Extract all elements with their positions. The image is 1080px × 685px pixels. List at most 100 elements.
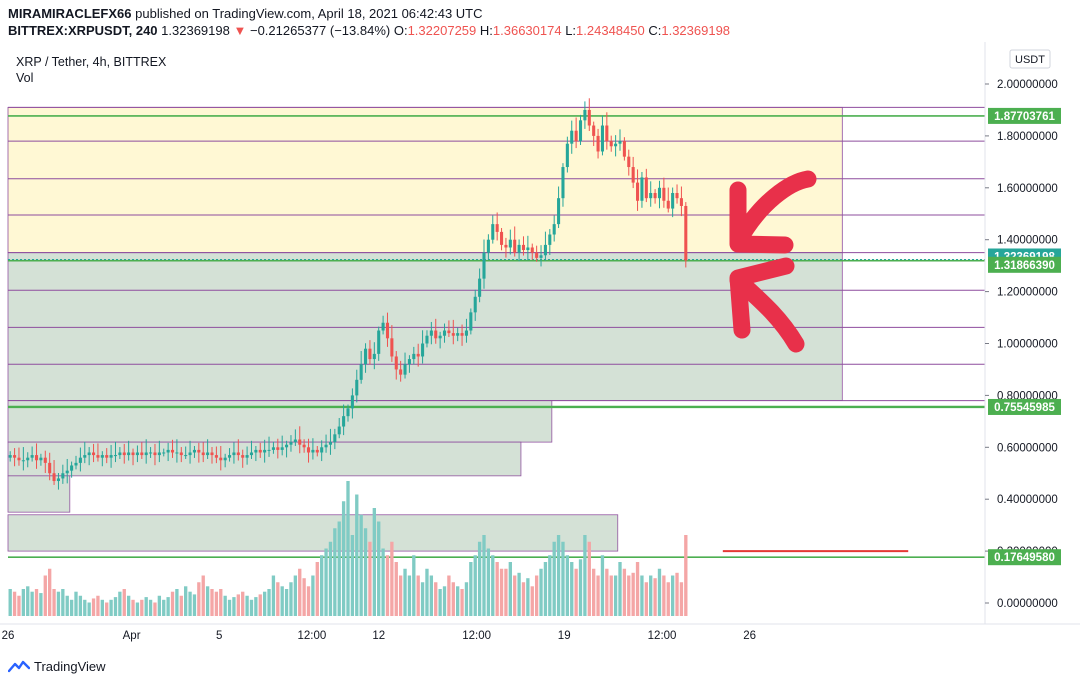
candle-body[interactable]: [587, 109, 591, 126]
candle-body[interactable]: [429, 330, 433, 336]
candle-body[interactable]: [614, 143, 618, 147]
candle-body[interactable]: [118, 452, 122, 456]
candle-body[interactable]: [372, 353, 376, 360]
candle-body[interactable]: [530, 247, 534, 253]
candle-body[interactable]: [407, 359, 411, 365]
candle-body[interactable]: [74, 462, 78, 466]
candle-body[interactable]: [543, 244, 547, 256]
price-marker[interactable]: [988, 398, 1061, 415]
candle-body[interactable]: [149, 452, 153, 454]
candle-body[interactable]: [368, 348, 372, 360]
price-marker[interactable]: [988, 107, 1061, 124]
candle-body[interactable]: [43, 457, 47, 463]
chart-frame[interactable]: 0.000000000.200000000.400000000.60000000…: [0, 42, 1080, 652]
currency-button[interactable]: USDT: [1009, 49, 1051, 69]
candle-body[interactable]: [179, 452, 183, 456]
candle-body[interactable]: [140, 452, 144, 456]
candle-body[interactable]: [34, 455, 39, 461]
candle-body[interactable]: [460, 333, 464, 336]
candle-body[interactable]: [385, 322, 390, 339]
candle-body[interactable]: [87, 452, 91, 456]
candle-body[interactable]: [478, 278, 482, 297]
candle-body[interactable]: [17, 457, 21, 461]
author-name[interactable]: MIRAMIRACLEFX66: [8, 6, 132, 21]
candle-body[interactable]: [539, 255, 543, 258]
candle-body[interactable]: [495, 224, 499, 232]
candle-body[interactable]: [456, 333, 460, 336]
candle-body[interactable]: [153, 452, 157, 456]
candle-body[interactable]: [320, 447, 324, 453]
candle-body[interactable]: [675, 192, 679, 199]
candle-body[interactable]: [521, 244, 526, 251]
candle-body[interactable]: [631, 167, 635, 183]
candle-body[interactable]: [684, 205, 688, 261]
candle-body[interactable]: [48, 462, 52, 474]
candle-body[interactable]: [192, 449, 196, 453]
candle-body[interactable]: [122, 452, 126, 456]
candle-body[interactable]: [486, 239, 490, 253]
candle-body[interactable]: [21, 460, 25, 462]
candle-body[interactable]: [293, 439, 297, 443]
candle-body[interactable]: [201, 452, 205, 456]
candle-body[interactable]: [679, 198, 683, 206]
candle-body[interactable]: [298, 439, 302, 445]
candle-body[interactable]: [491, 224, 495, 240]
candle-body[interactable]: [337, 426, 341, 435]
candle-body[interactable]: [8, 455, 12, 458]
candle-body[interactable]: [390, 338, 394, 357]
candle-body[interactable]: [403, 364, 407, 375]
candle-body[interactable]: [346, 408, 350, 417]
candle-body[interactable]: [245, 455, 249, 458]
candle-body[interactable]: [359, 364, 363, 380]
candle-body[interactable]: [565, 143, 569, 168]
candle-body[interactable]: [508, 239, 512, 248]
candle-body[interactable]: [434, 330, 438, 339]
candle-body[interactable]: [249, 452, 254, 456]
candle-body[interactable]: [416, 353, 420, 357]
candle-body[interactable]: [425, 335, 429, 344]
candle-body[interactable]: [92, 452, 96, 456]
candle-body[interactable]: [574, 130, 578, 142]
candle-body[interactable]: [622, 141, 626, 157]
candle-body[interactable]: [548, 234, 552, 245]
candle-body[interactable]: [473, 296, 477, 313]
candle-body[interactable]: [364, 348, 368, 365]
price-axis[interactable]: 0.000000000.200000000.400000000.60000000…: [984, 42, 1058, 624]
candle-body[interactable]: [394, 356, 398, 370]
candle-body[interactable]: [61, 473, 65, 479]
candle-body[interactable]: [605, 125, 609, 142]
footer-brand[interactable]: TradingView: [34, 658, 106, 674]
candle-body[interactable]: [328, 442, 332, 445]
candle-body[interactable]: [500, 231, 504, 245]
zone-support-1[interactable]: [7, 252, 843, 401]
candle-body[interactable]: [469, 312, 473, 331]
candle-body[interactable]: [517, 244, 521, 253]
candle-body[interactable]: [315, 449, 319, 453]
candle-body[interactable]: [592, 125, 596, 136]
candle-body[interactable]: [276, 447, 280, 450]
candle-body[interactable]: [285, 444, 289, 448]
candle-body[interactable]: [197, 449, 201, 453]
candle-body[interactable]: [39, 457, 43, 461]
candle-body[interactable]: [333, 434, 337, 443]
candle-body[interactable]: [219, 457, 223, 461]
candle-body[interactable]: [144, 452, 148, 456]
candle-body[interactable]: [311, 449, 315, 453]
candle-body[interactable]: [70, 465, 74, 471]
candle-body[interactable]: [451, 333, 455, 336]
candle-body[interactable]: [583, 109, 587, 121]
candle-body[interactable]: [206, 452, 210, 456]
candle-body[interactable]: [350, 395, 354, 409]
zone-support-5[interactable]: [7, 514, 619, 552]
candle-layer[interactable]: [8, 98, 688, 490]
candle-body[interactable]: [223, 457, 227, 461]
candle-body[interactable]: [412, 353, 416, 360]
candle-body[interactable]: [162, 452, 166, 454]
candle-body[interactable]: [578, 120, 583, 142]
candle-body[interactable]: [596, 135, 600, 152]
candle-body[interactable]: [135, 452, 139, 456]
candle-body[interactable]: [228, 455, 232, 458]
candle-body[interactable]: [258, 449, 262, 453]
candle-body[interactable]: [78, 457, 82, 463]
candle-body[interactable]: [210, 452, 214, 456]
